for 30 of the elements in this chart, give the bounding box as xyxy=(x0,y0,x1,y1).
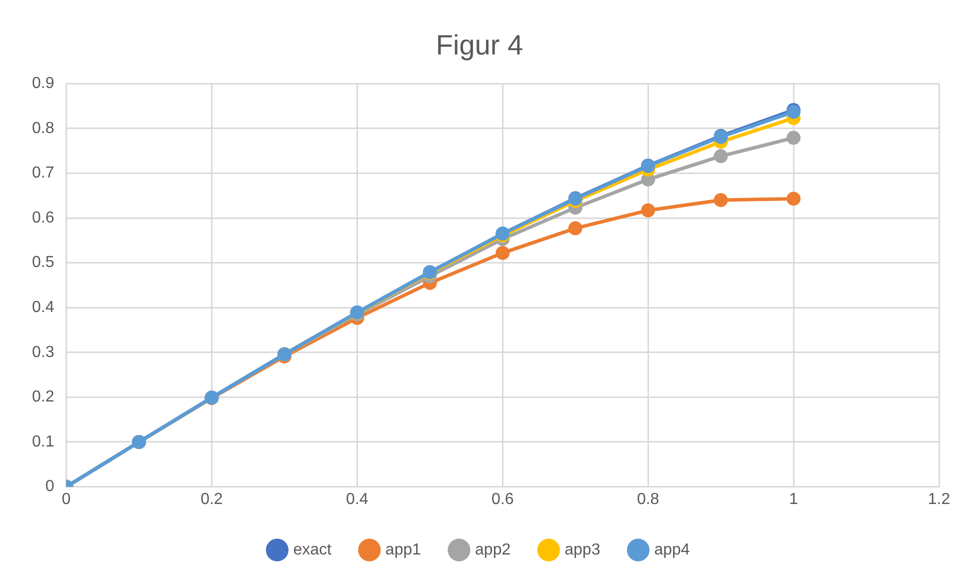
y-tick-label: 0.9 xyxy=(32,75,54,92)
legend-label: app2 xyxy=(475,541,511,558)
y-tick-label: 0.8 xyxy=(32,120,54,137)
legend-label: app3 xyxy=(564,541,600,558)
y-tick-label: 0 xyxy=(45,478,54,496)
x-tick-label: 0.8 xyxy=(636,490,660,508)
y-tick-label: 0.3 xyxy=(32,344,54,361)
point xyxy=(496,246,510,260)
y-tick-label: 0.2 xyxy=(32,388,54,406)
y-tick-label: 0.4 xyxy=(32,299,54,316)
point xyxy=(641,203,656,218)
point xyxy=(568,221,582,236)
legend-label: app4 xyxy=(654,541,690,558)
chart-title: Figur 4 xyxy=(436,30,524,61)
x-tick-label: 0.6 xyxy=(491,490,514,508)
y-tick-label: 0.7 xyxy=(32,164,54,182)
legend-label: app1 xyxy=(385,541,422,558)
y-tick-label: 0.6 xyxy=(32,209,54,226)
point xyxy=(786,192,801,206)
x-tick-label: 1 xyxy=(789,490,798,508)
legend-label: exact xyxy=(293,541,332,558)
point xyxy=(714,149,728,164)
y-tick-label: 0.5 xyxy=(32,254,54,272)
point xyxy=(786,130,801,145)
y-tick-label: 0.1 xyxy=(32,433,54,450)
x-tick-label: 0.4 xyxy=(346,490,368,508)
point xyxy=(714,193,728,208)
x-tick-label: 0 xyxy=(62,490,71,508)
x-tick-label: 1.2 xyxy=(928,490,950,508)
x-tick-label: 0.2 xyxy=(200,490,223,508)
